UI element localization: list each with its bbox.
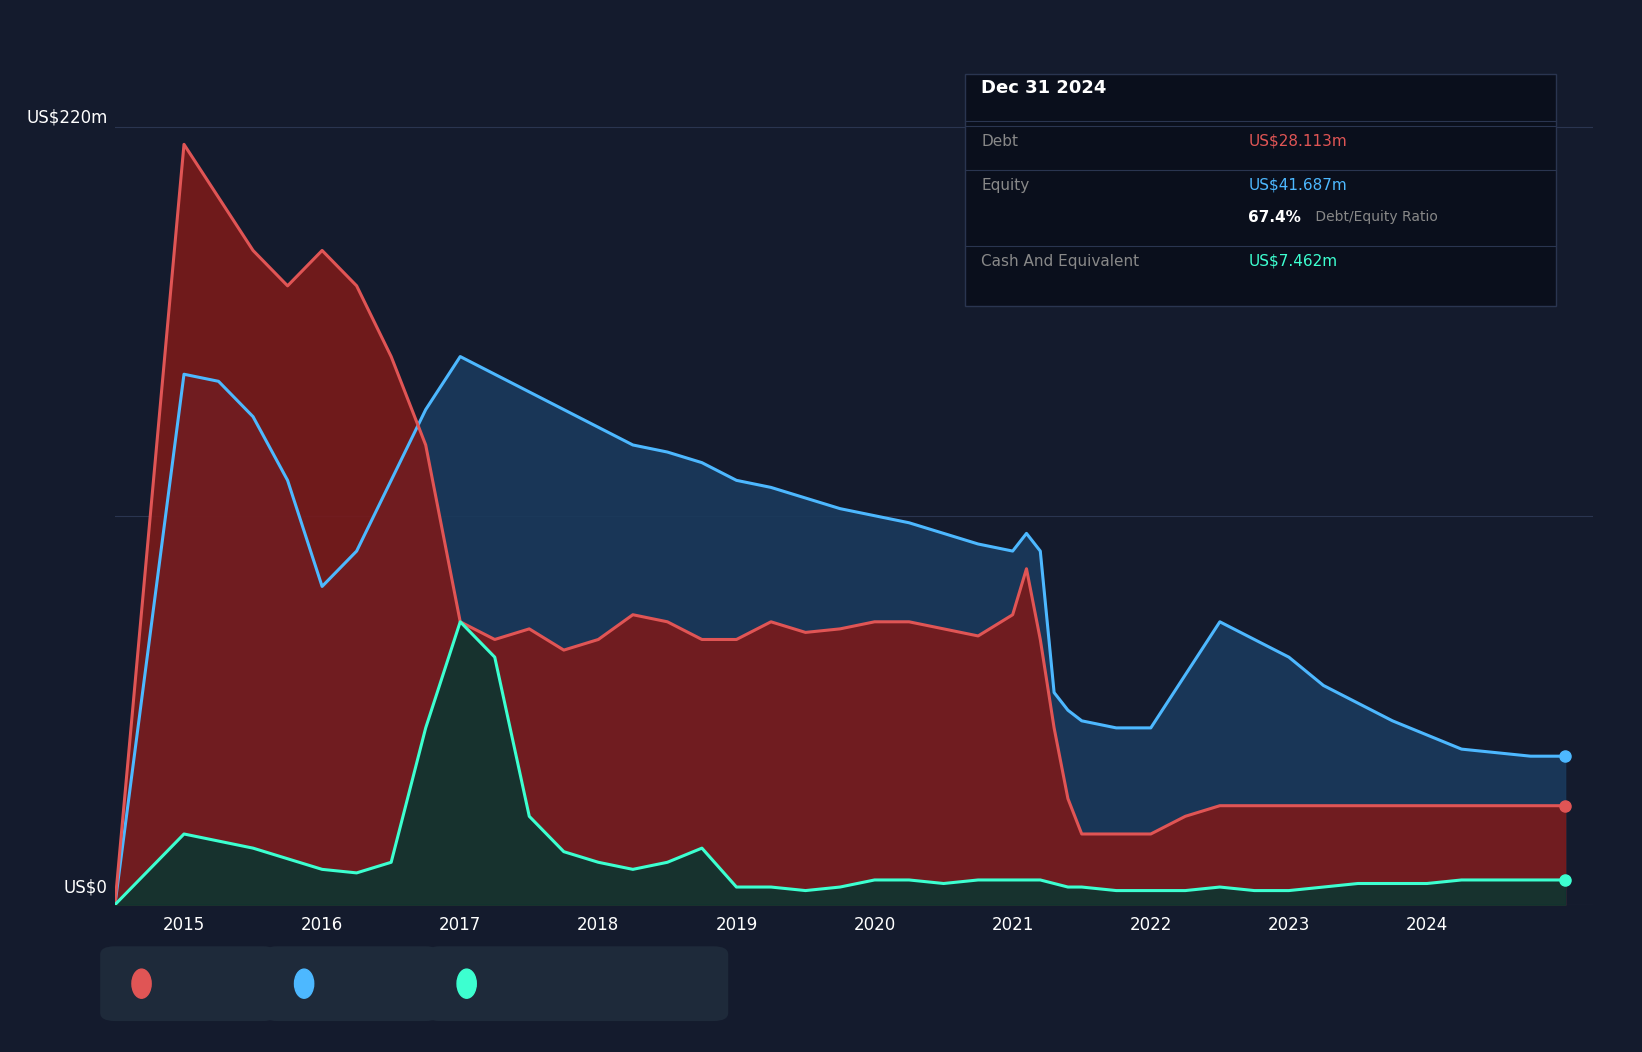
Ellipse shape [456, 969, 476, 998]
Text: Cash And Equivalent: Cash And Equivalent [491, 976, 649, 991]
Text: Dec 31 2024: Dec 31 2024 [982, 79, 1107, 97]
Text: US$220m: US$220m [26, 108, 108, 126]
Text: 67.4%: 67.4% [1248, 210, 1302, 225]
Text: Equity: Equity [982, 178, 1030, 193]
Text: US$41.687m: US$41.687m [1248, 178, 1346, 193]
FancyBboxPatch shape [965, 74, 1557, 306]
Text: US$28.113m: US$28.113m [1248, 134, 1346, 148]
Text: Equity: Equity [328, 976, 376, 991]
Ellipse shape [131, 969, 151, 998]
Text: US$7.462m: US$7.462m [1248, 254, 1338, 268]
Text: Debt: Debt [982, 134, 1018, 148]
Ellipse shape [294, 969, 314, 998]
FancyBboxPatch shape [425, 947, 729, 1021]
FancyBboxPatch shape [100, 947, 277, 1021]
Text: Cash And Equivalent: Cash And Equivalent [982, 254, 1140, 268]
FancyBboxPatch shape [263, 947, 440, 1021]
Text: Debt: Debt [166, 976, 202, 991]
Text: Debt/Equity Ratio: Debt/Equity Ratio [1310, 210, 1438, 224]
Text: US$0: US$0 [64, 878, 108, 896]
